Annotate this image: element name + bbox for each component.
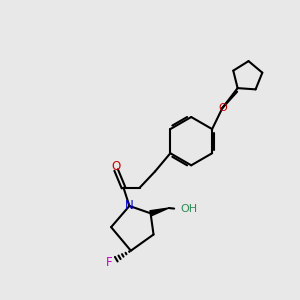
Text: O: O (111, 160, 120, 173)
Text: F: F (106, 256, 113, 269)
Polygon shape (150, 208, 169, 216)
Text: OH: OH (180, 204, 197, 214)
Text: N: N (125, 200, 134, 212)
Text: O: O (218, 103, 227, 113)
